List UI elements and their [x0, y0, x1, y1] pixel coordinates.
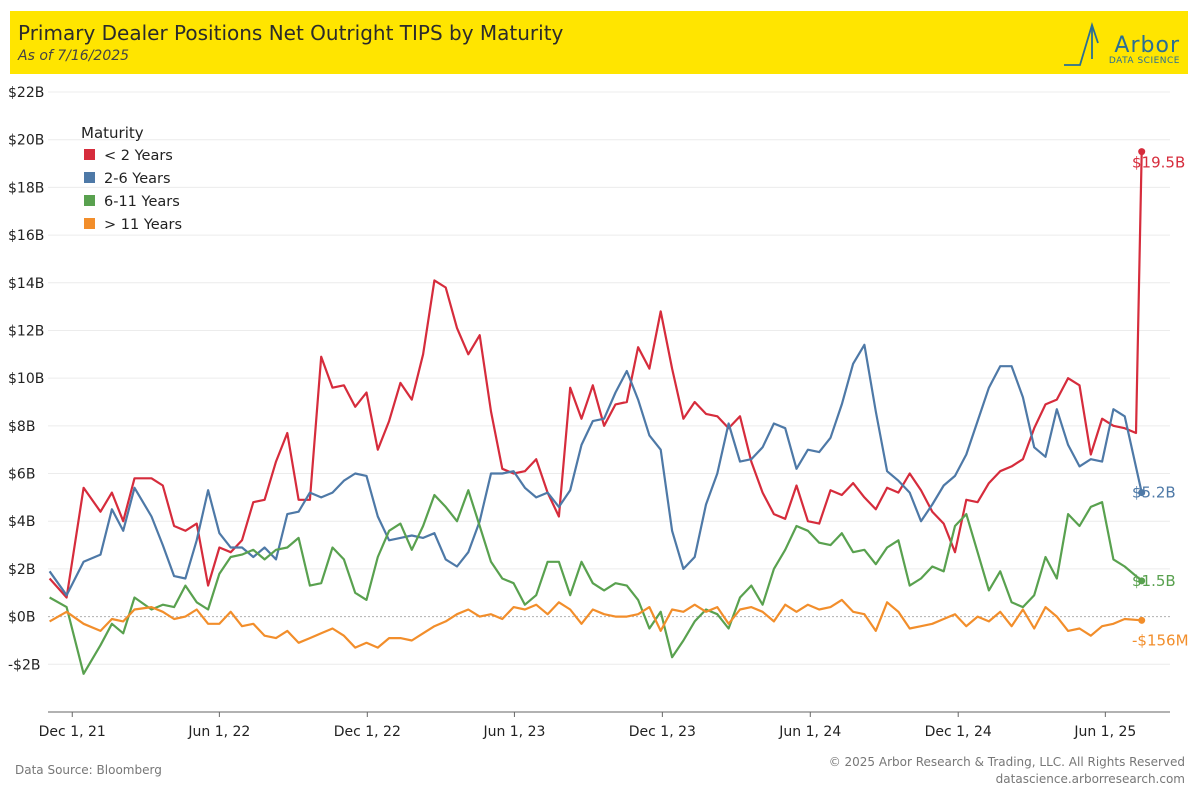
series-end-marker-1: [1138, 489, 1146, 497]
x-tick-label: Dec 1, 24: [925, 724, 992, 740]
series-line-3: [49, 598, 1142, 649]
logo-subtitle: DATA SCIENCE: [1108, 56, 1180, 66]
site-link[interactable]: datascience.arborresearch.com: [995, 772, 1185, 786]
legend-title: Maturity: [81, 124, 144, 142]
series-line-2: [49, 489, 1143, 675]
legend-label: 2-6 Years: [104, 171, 171, 187]
series-end-label: $1.5B: [1132, 572, 1176, 590]
y-tick-label: $10B: [8, 371, 44, 387]
y-tick-label: $12B: [8, 323, 44, 339]
legend-label: > 11 Years: [104, 217, 182, 233]
series-end-label: -$156M: [1132, 631, 1189, 649]
y-tick-label: $8B: [8, 419, 35, 435]
y-tick-label: $14B: [8, 276, 44, 292]
legend-label: < 2 Years: [104, 148, 173, 164]
x-tick-label: Dec 1, 22: [334, 724, 401, 740]
y-tick-label: $16B: [8, 228, 44, 244]
series-line-1: [48, 343, 1143, 597]
x-tick-label: Dec 1, 21: [39, 724, 106, 740]
y-tick-label: $22B: [8, 85, 44, 101]
y-tick-label: -$2B: [8, 657, 40, 673]
y-tick-label: $2B: [8, 562, 35, 578]
y-tick-label: $18B: [8, 180, 44, 196]
x-tick-label: Jun 1, 24: [778, 724, 841, 740]
y-tick-label: $4B: [8, 514, 35, 530]
x-tick-label: Jun 1, 23: [482, 724, 545, 740]
y-tick-label: $20B: [8, 133, 44, 149]
x-tick-label: Dec 1, 23: [629, 724, 696, 740]
x-tick-label: Jun 1, 25: [1073, 724, 1136, 740]
legend-swatch: [84, 218, 95, 229]
series-end-label: $19.5B: [1132, 154, 1185, 172]
legend-label: 6-11 Years: [104, 194, 180, 210]
chart-subtitle: As of 7/16/2025: [18, 48, 130, 64]
y-tick-label: $6B: [8, 467, 35, 483]
data-source-note: Data Source: Bloomberg: [15, 763, 162, 777]
series-end-marker-2: [1138, 577, 1146, 585]
legend-swatch: [84, 172, 95, 183]
legend-swatch: [84, 149, 95, 160]
series-end-marker-0: [1138, 148, 1146, 156]
y-tick-label: $0B: [8, 610, 35, 626]
copyright-note: © 2025 Arbor Research & Trading, LLC. Al…: [828, 755, 1185, 769]
x-tick-label: Jun 1, 22: [187, 724, 250, 740]
legend-swatch: [84, 195, 95, 206]
header-banner: Primary Dealer Positions Net Outright TI…: [10, 11, 1188, 74]
logo-word: Arbor: [1114, 33, 1180, 58]
chart-title: Primary Dealer Positions Net Outright TI…: [18, 21, 564, 45]
series-end-label: $5.2B: [1132, 484, 1176, 502]
arbor-logo-icon: [1064, 22, 1099, 66]
series-end-marker-3: [1138, 616, 1146, 624]
series-line-0: [48, 151, 1143, 599]
